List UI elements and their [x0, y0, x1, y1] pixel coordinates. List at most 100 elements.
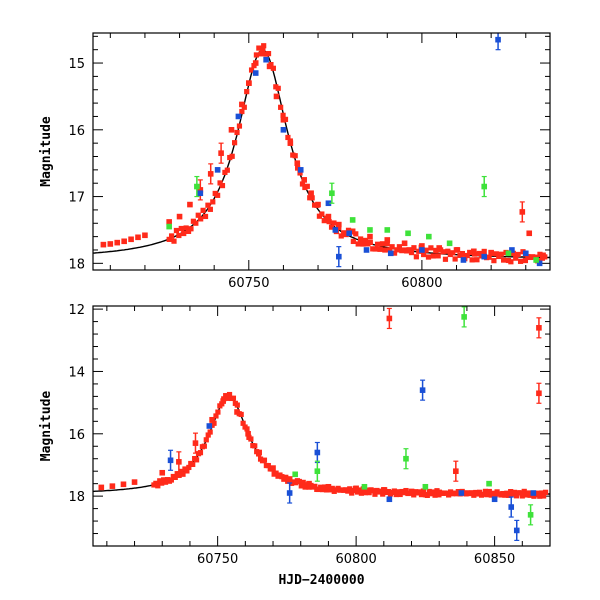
data-point-red [159, 480, 165, 486]
data-point-red [171, 238, 177, 244]
data-point [527, 512, 534, 518]
data-point-red [203, 437, 209, 443]
data-point [526, 230, 533, 237]
data-point [166, 219, 172, 225]
data-point-red [389, 244, 395, 250]
data-point-red [321, 484, 328, 490]
data-point-red [416, 489, 423, 495]
data-point [325, 483, 332, 490]
data-point-red [452, 256, 458, 262]
data-point-red [166, 236, 172, 242]
data-point [270, 465, 276, 471]
data-point [194, 183, 200, 190]
plot-area [93, 33, 550, 268]
data-point [363, 247, 370, 253]
data-point-red [252, 443, 258, 449]
y-tick-label: 15 [68, 57, 85, 72]
model-curve [93, 48, 550, 259]
y-tick-label: 12 [68, 303, 85, 318]
data-point-red [416, 248, 422, 254]
data-point-red [393, 491, 399, 498]
data-point-red [397, 491, 403, 498]
data-point [460, 257, 467, 263]
data-point-red [541, 493, 547, 499]
data-point-red [190, 461, 196, 467]
data-point [176, 459, 182, 465]
data-point-red [394, 247, 400, 253]
data-point-red [424, 492, 430, 498]
data-point-red [370, 488, 376, 494]
data-point-red [403, 487, 409, 494]
series-ff2a1a [98, 307, 542, 498]
data-point [167, 457, 174, 464]
data-point-red [382, 247, 388, 253]
data-point-red [420, 488, 427, 494]
series-3ee23a [166, 175, 539, 263]
data-point [536, 491, 542, 498]
data-point-red [258, 51, 264, 57]
data-point-red [391, 250, 398, 256]
data-point [301, 177, 307, 183]
data-point [286, 490, 293, 496]
data-point [530, 490, 537, 496]
data-point-red [253, 52, 260, 58]
data-point-red [377, 246, 383, 252]
data-point [280, 116, 287, 123]
data-point [461, 314, 467, 320]
data-point-red [446, 492, 452, 498]
x-tick-label: 60800 [335, 552, 376, 567]
data-point [220, 398, 226, 404]
data-point-red [374, 241, 381, 247]
data-point [214, 167, 221, 173]
data-point-red [481, 248, 487, 255]
data-point-red [230, 395, 237, 401]
data-point [218, 150, 224, 156]
data-point [349, 217, 356, 223]
data-point [509, 247, 515, 253]
data-point [346, 230, 352, 237]
data-point-red [396, 244, 402, 250]
data-point-red [486, 254, 492, 260]
data-point [287, 140, 294, 146]
data-point [280, 127, 287, 133]
data-point-red [244, 89, 250, 95]
data-point-red [261, 43, 267, 49]
data-point [536, 325, 542, 331]
data-point-red [298, 483, 304, 489]
data-point [206, 423, 213, 429]
data-point-red [355, 241, 361, 247]
data-point [225, 393, 232, 400]
data-point-red [198, 216, 204, 222]
data-point-red [445, 248, 451, 254]
data-point [386, 315, 393, 322]
data-point [513, 527, 520, 534]
data-point-red [197, 450, 204, 456]
data-point-red [184, 468, 190, 474]
data-point [336, 221, 342, 228]
data-point [252, 60, 259, 66]
data-point [245, 430, 251, 437]
data-point [536, 260, 543, 267]
data-point-red [244, 426, 250, 432]
data-point-red [537, 251, 543, 257]
data-point-red [211, 420, 217, 426]
data-point [297, 167, 304, 173]
data-point-red [292, 153, 298, 159]
data-point [436, 245, 443, 251]
data-point [519, 209, 526, 215]
data-point-red [186, 464, 192, 471]
data-point-red [248, 67, 255, 73]
data-point-red [270, 65, 276, 71]
data-point-red [176, 232, 182, 239]
data-point [458, 490, 465, 496]
data-point-red [511, 489, 518, 495]
data-point [128, 236, 134, 243]
data-point-red [425, 254, 432, 260]
data-point [422, 483, 429, 490]
data-point-red [180, 471, 186, 477]
data-point [367, 227, 373, 233]
data-point-red [234, 402, 240, 408]
y-tick-label: 14 [68, 365, 85, 380]
data-point-red [296, 478, 302, 485]
data-point [294, 160, 301, 166]
